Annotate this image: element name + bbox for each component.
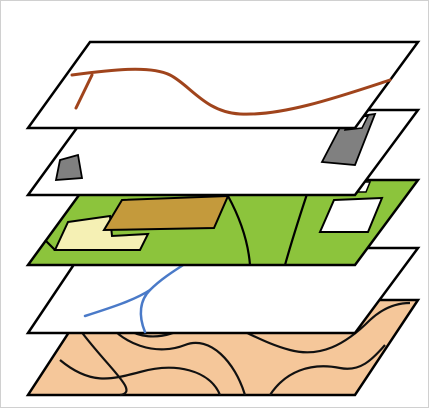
route-line [70, 67, 392, 116]
layer-routes [25, 40, 421, 130]
parcel-white [318, 196, 384, 233]
layer-hydrology [25, 246, 421, 335]
layer-land-use [25, 178, 421, 267]
building-small [54, 153, 84, 181]
parcel-brown [102, 194, 230, 232]
layer-routes-plane [25, 40, 421, 130]
